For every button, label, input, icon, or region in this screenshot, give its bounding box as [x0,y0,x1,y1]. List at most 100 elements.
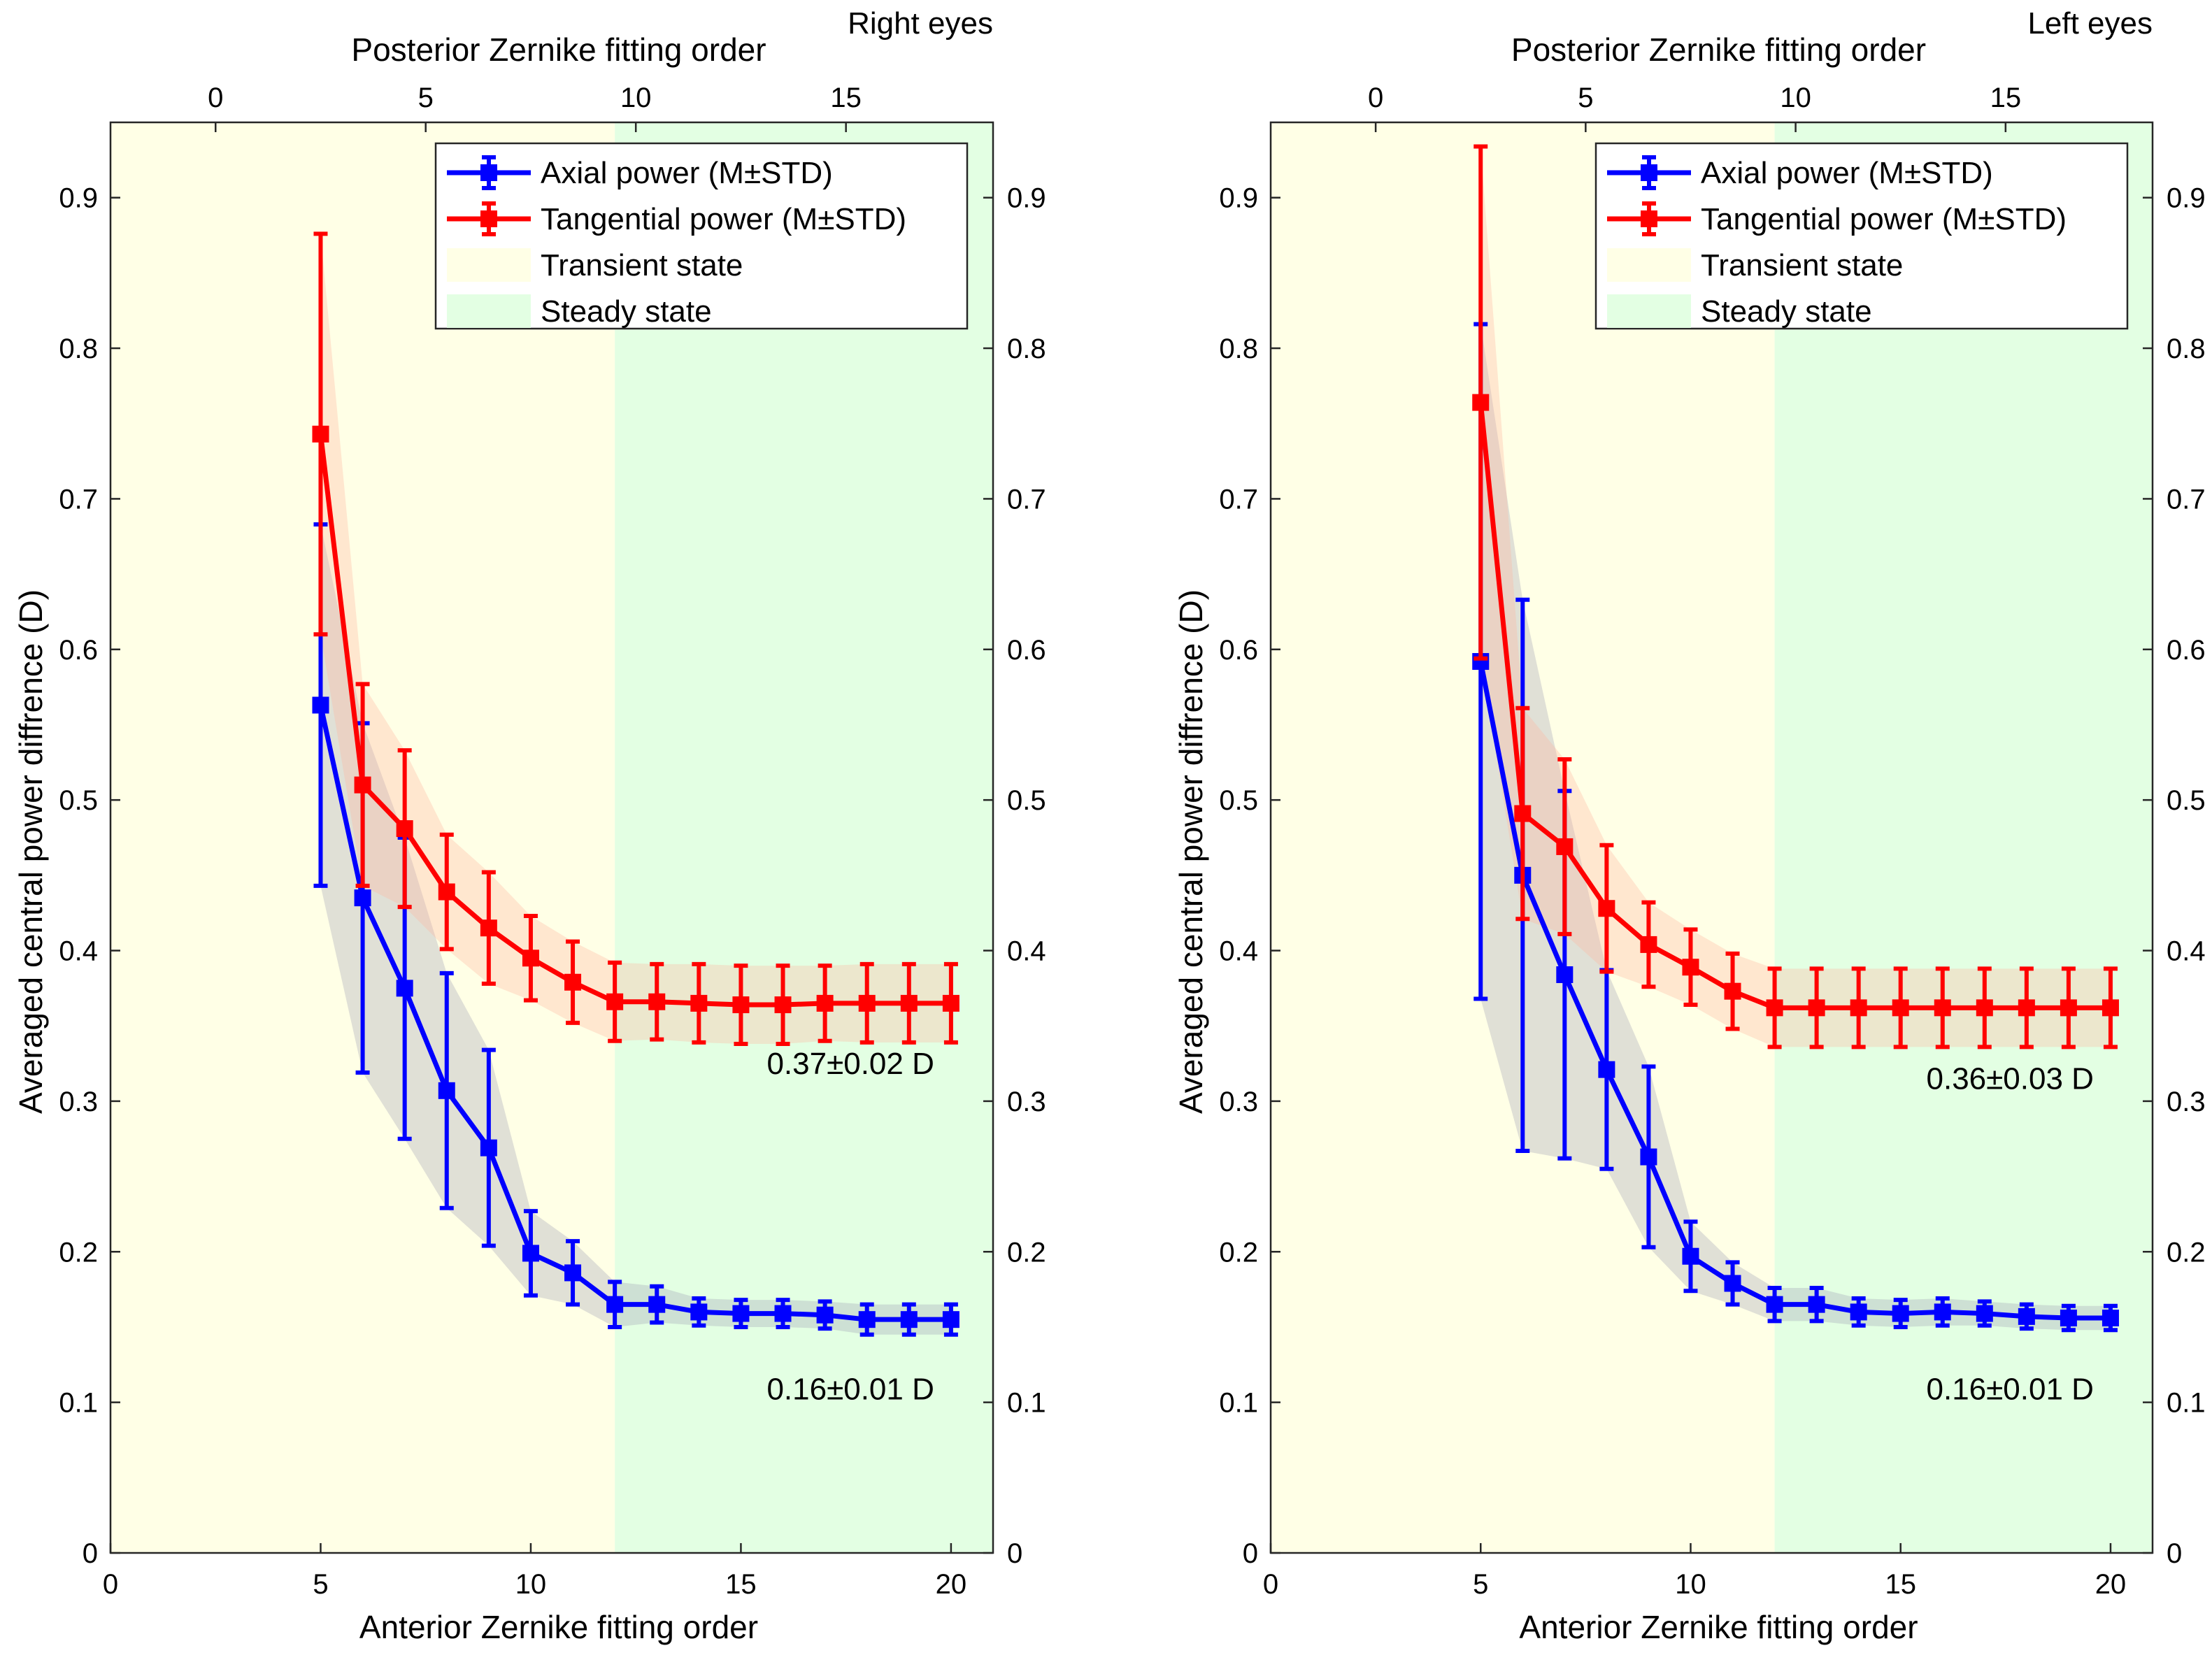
legend-marker-swatch [1641,164,1657,181]
marker-axial [1766,1296,1783,1313]
y-tick-label: 0.2 [59,1237,98,1268]
marker-axial [480,1139,497,1156]
marker-axial [900,1311,918,1328]
y-tick-label: 0.7 [59,484,98,515]
y-tick-label-right: 0.9 [2167,183,2206,214]
marker-axial [1850,1303,1867,1321]
value-annotation: 0.36±0.03 D [1927,1062,2094,1096]
marker-tangential [312,425,329,443]
marker-tangential [1640,936,1657,953]
y-tick-label-right: 0.8 [1007,334,1046,364]
x2-axis-label: Posterior Zernike fitting order [1511,31,1926,68]
y-tick-label: 0.8 [59,334,98,364]
std-band-axial [1480,324,2111,1331]
value-annotation: 0.37±0.02 D [766,1047,934,1081]
marker-axial [732,1305,750,1322]
y-tick-label-right: 0.1 [2167,1388,2206,1419]
y-tick-label: 0.9 [59,183,98,214]
y-tick-label-right: 0 [1007,1538,1022,1569]
marker-axial [1934,1303,1951,1321]
y-tick-label: 0.9 [1219,183,1258,214]
marker-tangential [816,994,834,1012]
y-tick-label-right: 0.4 [2167,936,2206,967]
x2-tick-label: 15 [1990,83,2022,113]
marker-tangential [522,950,539,967]
line-axial [1478,661,2111,1321]
x2-axis-label: Posterior Zernike fitting order [351,31,766,68]
line-axial [318,704,951,1322]
x-tick-label: 20 [936,1569,967,1600]
legend-region-swatch [447,294,531,328]
y-axis-label: Averaged central power diffrence (D) [1173,589,1209,1114]
region-steady-state [1774,122,2153,1553]
y-tick-label-right: 0.2 [1007,1237,1046,1268]
y-tick-label: 0.5 [59,785,98,816]
marker-axial [1808,1296,1825,1313]
x2-tick-label: 10 [620,83,652,113]
y-tick-label-right: 0.5 [2167,785,2206,816]
marker-tangential [690,994,708,1012]
legend-marker-swatch [480,164,497,181]
marker-axial [564,1264,582,1282]
marker-axial [606,1296,624,1313]
marker-axial [396,980,413,997]
y-tick-label: 0 [1243,1538,1258,1569]
x2-tick-label: 5 [418,83,434,113]
marker-tangential [354,776,371,794]
axes-frame [109,121,994,1554]
marker-axial [1682,1247,1699,1265]
marker-axial [2102,1310,2119,1327]
marker-tangential [1682,959,1699,976]
legend-entry-label: Transient state [1701,248,1903,282]
marker-axial [1976,1305,1993,1322]
marker-tangential [1598,900,1615,917]
legend: Axial power (M±STD) Tangential power (M±S… [434,142,969,330]
y-tick-label-right: 0.1 [1007,1388,1046,1419]
y-tick-label: 0.1 [1219,1388,1258,1419]
marker-tangential [396,820,413,838]
legend: Axial power (M±STD) Tangential power (M±S… [1594,142,2129,330]
marker-tangential [1724,982,1741,1000]
marker-axial [1892,1305,1909,1322]
x-tick-label: 10 [515,1569,547,1600]
marker-tangential [2102,999,2119,1017]
y-tick-label: 0.4 [59,936,98,967]
marker-axial [2060,1310,2077,1327]
y-tick-label: 0.6 [1219,635,1258,666]
marker-tangential [1514,805,1532,822]
marker-axial [1556,966,1574,983]
legend-region-swatch [447,248,531,282]
marker-tangential [438,883,455,901]
y-tick-label: 0.4 [1219,936,1258,967]
y-tick-label: 0.6 [59,635,98,666]
chart-panel-right-eyes: 0 5 10 15 200 5 10 150 00.1 0.10.2 0.20.3 0.30.4 0.4… [13,6,1046,1645]
y-tick-label: 0.5 [1219,785,1258,816]
marker-tangential [606,993,624,1010]
marker-tangential [858,994,876,1012]
marker-axial [1598,1061,1615,1078]
chart-panel-left-eyes: 0 5 10 15 200 5 10 150 00.1 0.10.2 0.20.3 0.30.4 0.4… [1173,6,2206,1645]
y-axis-label: Averaged central power diffrence (D) [13,589,49,1114]
value-annotation: 0.16±0.01 D [766,1372,934,1406]
legend-marker-swatch [1641,210,1657,227]
marker-tangential [900,994,918,1012]
axes-frame [1269,121,2154,1554]
x2-tick-label: 10 [1780,83,1811,113]
marker-tangential [774,996,792,1014]
marker-tangential [1766,999,1783,1017]
y-tick-label: 0 [83,1538,98,1569]
x-tick-label: 15 [725,1569,757,1600]
marker-tangential [1472,394,1490,411]
y-tick-label-right: 0.9 [1007,183,1046,214]
y-tick-label: 0.1 [59,1388,98,1419]
marker-tangential [2018,999,2035,1017]
panel-title: Left eyes [2027,6,2153,41]
y-tick-label-right: 0.8 [2167,334,2206,364]
legend-region-swatch [1607,294,1691,328]
legend-entry-label: Transient state [541,248,743,282]
marker-axial [690,1303,708,1321]
y-tick-label: 0.3 [59,1087,98,1117]
y-tick-label-right: 0.5 [1007,785,1046,816]
x-axis-label: Anterior Zernike fitting order [1519,1609,1918,1645]
y-tick-label-right: 0.4 [1007,936,1046,967]
